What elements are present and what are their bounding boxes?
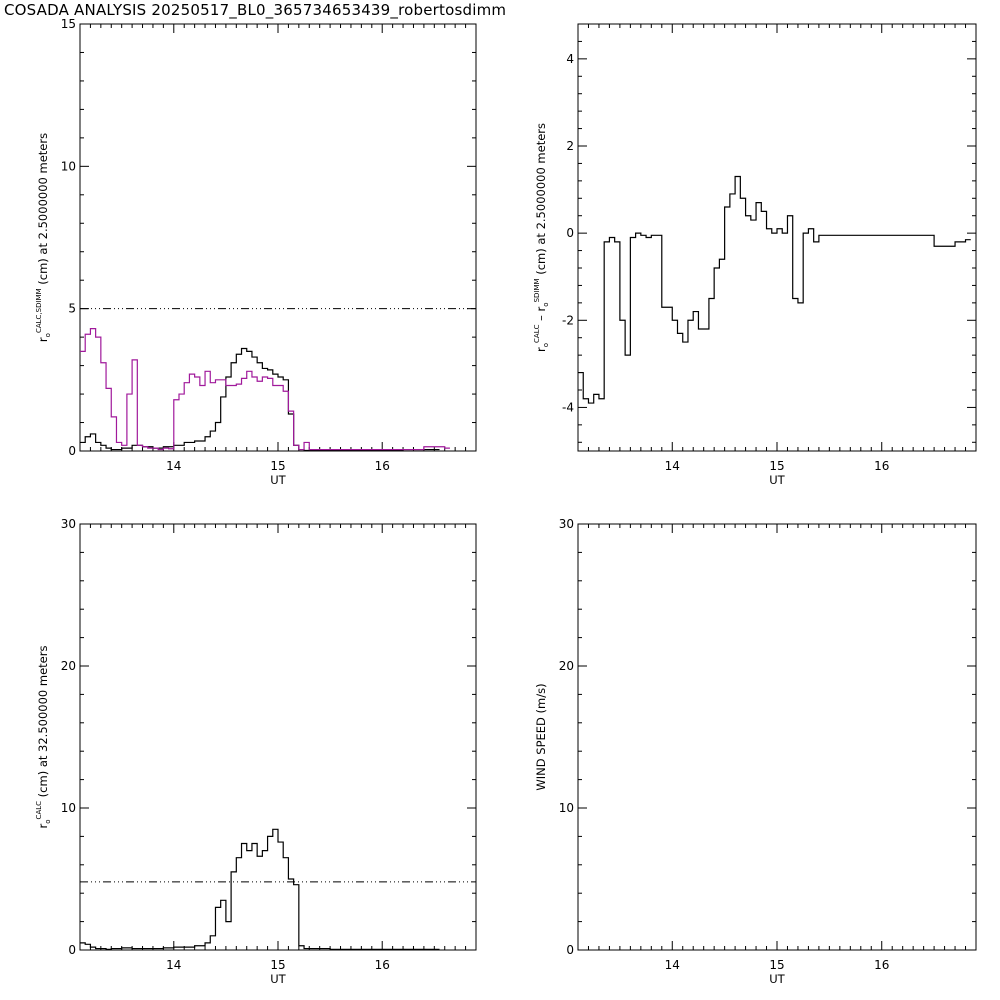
y-axis-label: roCALC (cm) at 32.500000 meters <box>35 646 52 829</box>
y-tick-label: 0 <box>566 943 574 957</box>
y-tick-label: 10 <box>61 159 76 173</box>
y-tick-label: 20 <box>61 659 76 673</box>
x-tick-label: 16 <box>874 459 889 473</box>
x-tick-label: 14 <box>665 459 680 473</box>
panel-r0-calc-32m: 14 15 16 0 10 20 30 UT roCALC (cm) at 32.500000 … <box>35 517 477 986</box>
y-tick-label: 10 <box>559 801 574 815</box>
panel-r0-difference: 14 15 16 -4 -2 0 2 4 UT roCALC – roSDIMM (cm) at … <box>533 23 977 487</box>
y-tick-label: 20 <box>559 659 574 673</box>
panel-wind-speed: 14 15 16 0 10 20 30 UT WIND SPEED (m/s) <box>534 517 977 986</box>
x-tick-label: 16 <box>375 958 390 972</box>
x-axis-label: UT <box>270 473 286 487</box>
plot-frame <box>79 23 477 452</box>
plot-frame <box>79 523 477 951</box>
y-tick-label: 15 <box>61 17 76 31</box>
y-tick-label: 10 <box>61 801 76 815</box>
x-tick-label: 14 <box>166 958 181 972</box>
y-axis-label: WIND SPEED (m/s) <box>534 683 548 790</box>
x-tick-label: 15 <box>270 459 285 473</box>
page-title: COSADA ANALYSIS 20250517_BL0_36573465343… <box>4 1 507 19</box>
x-tick-label: 14 <box>665 958 680 972</box>
y-tick-label: 5 <box>68 302 76 316</box>
y-tick-label: 0 <box>566 226 574 240</box>
x-tick-label: 15 <box>769 459 784 473</box>
x-tick-label: 15 <box>270 958 285 972</box>
y-tick-label: 2 <box>566 139 574 153</box>
y-tick-label: -2 <box>562 313 574 327</box>
x-tick-label: 14 <box>166 459 181 473</box>
y-tick-label: 30 <box>61 517 76 531</box>
x-axis-label: UT <box>769 473 785 487</box>
y-axis-label: roCALC – roSDIMM (cm) at 2.5000000 meter… <box>533 123 550 352</box>
series-line-0 <box>80 828 440 950</box>
x-tick-label: 16 <box>874 958 889 972</box>
x-tick-label: 15 <box>769 958 784 972</box>
x-tick-label: 16 <box>375 459 390 473</box>
y-tick-label: 0 <box>68 444 76 458</box>
y-tick-label: -4 <box>562 400 574 414</box>
x-axis-label: UT <box>270 972 286 986</box>
y-tick-label: 0 <box>68 943 76 957</box>
y-tick-label: 4 <box>566 52 574 66</box>
plot-frame <box>577 523 977 951</box>
x-axis-label: UT <box>769 972 785 986</box>
plot-frame <box>577 23 977 452</box>
series-line-1 <box>80 327 450 451</box>
y-tick-label: 30 <box>559 517 574 531</box>
series-line-0 <box>578 175 971 404</box>
y-axis-label: roCALC,SDIMM (cm) at 2.5000000 meters <box>35 133 52 342</box>
series-line-0 <box>80 347 440 452</box>
